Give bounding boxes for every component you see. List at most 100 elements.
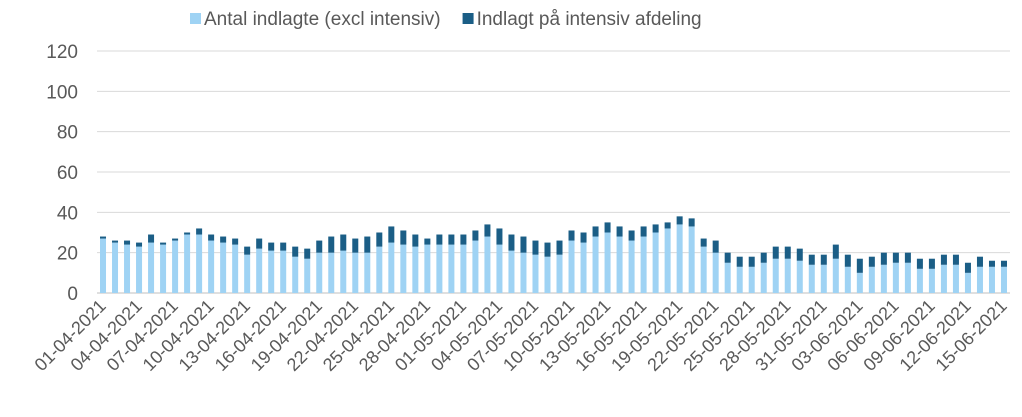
bar-segment xyxy=(772,258,779,293)
bar-segment xyxy=(484,236,491,293)
bar-segment xyxy=(784,246,791,259)
bar-segment xyxy=(700,238,707,247)
bar-segment xyxy=(784,258,791,293)
bar-segment xyxy=(256,238,263,249)
bar-segment xyxy=(940,264,947,293)
bar-segment xyxy=(364,252,371,293)
bar-segment xyxy=(736,266,743,293)
bar-segment xyxy=(208,234,215,241)
bar-segment xyxy=(436,244,443,293)
bar-segment xyxy=(196,228,203,235)
bar-segment xyxy=(820,254,827,265)
y-tick-label: 100 xyxy=(46,82,78,103)
bar-segment xyxy=(952,264,959,293)
bar-segment xyxy=(964,272,971,293)
y-tick-label: 80 xyxy=(57,123,78,144)
bar-segment xyxy=(340,234,347,251)
bar-segment xyxy=(520,236,527,253)
bar-segment xyxy=(304,258,311,293)
bar-segment xyxy=(592,236,599,293)
bar-segment xyxy=(868,266,875,293)
y-tick-label: 20 xyxy=(57,244,78,265)
bar-segment xyxy=(184,234,191,293)
bar-segment xyxy=(340,250,347,293)
bar-segment xyxy=(892,262,899,293)
bar-segment xyxy=(160,242,167,245)
bar-segment xyxy=(520,252,527,293)
bar-segment xyxy=(940,254,947,265)
legend-label: Indlagt på intensiv afdeling xyxy=(477,9,702,30)
bar-segment xyxy=(148,234,155,243)
bar-segment xyxy=(352,252,359,293)
bar-segment xyxy=(988,266,995,293)
bar-segment xyxy=(880,252,887,265)
bar-segment xyxy=(424,238,431,245)
bar-segment xyxy=(448,244,455,293)
bar-segment xyxy=(532,254,539,293)
bar-segment xyxy=(292,246,299,257)
bar-segment xyxy=(844,266,851,293)
bar-segment xyxy=(124,240,131,245)
bar-segment xyxy=(688,226,695,293)
bar-segment xyxy=(232,244,239,293)
bar-segment xyxy=(412,246,419,293)
bar-segment xyxy=(316,252,323,293)
bar-segment xyxy=(328,236,335,253)
bar-segment xyxy=(184,232,191,235)
legend-label: Antal indlagte (excl intensiv) xyxy=(204,9,441,30)
bar-segment xyxy=(712,240,719,253)
bar-segment xyxy=(724,252,731,263)
bar-segment xyxy=(424,244,431,293)
bar-segment xyxy=(388,226,395,243)
bar-segment xyxy=(532,240,539,255)
bar-segment xyxy=(688,218,695,227)
bar-segment xyxy=(136,246,143,293)
bar-segment xyxy=(832,258,839,293)
bar-segment xyxy=(664,228,671,293)
bar-segment xyxy=(508,250,515,293)
bar-segment xyxy=(628,230,635,241)
bar-segment xyxy=(808,254,815,265)
bar-segment xyxy=(844,254,851,267)
bar-segment xyxy=(124,244,131,293)
bar-segment xyxy=(856,272,863,293)
bar-segment xyxy=(916,268,923,293)
bar-segment xyxy=(904,262,911,293)
y-tick-label: 40 xyxy=(57,203,78,224)
bar-segment xyxy=(640,236,647,293)
bar-segment xyxy=(796,248,803,261)
bar-segment xyxy=(820,264,827,293)
bar-segment xyxy=(988,260,995,267)
bar-segment xyxy=(808,264,815,293)
bar-segment xyxy=(856,258,863,273)
bar-segment xyxy=(724,262,731,293)
bar-segment xyxy=(496,244,503,293)
bar-segment xyxy=(376,232,383,247)
bar-segment xyxy=(976,256,983,267)
bar-segment xyxy=(268,242,275,251)
bar-segment xyxy=(508,234,515,251)
bar-segment xyxy=(460,234,467,245)
bar-segment xyxy=(448,234,455,245)
bar-segment xyxy=(604,222,611,233)
bar-segment xyxy=(400,230,407,245)
bar-segment xyxy=(220,236,227,243)
bar-segment xyxy=(400,244,407,293)
bar-segment xyxy=(352,238,359,253)
bar-segment xyxy=(736,256,743,267)
bar-segment xyxy=(112,240,119,243)
y-tick-label: 0 xyxy=(67,284,78,305)
bar-segment xyxy=(148,242,155,293)
bar-segment xyxy=(544,242,551,257)
legend-swatch xyxy=(190,13,201,24)
bar-segment xyxy=(280,242,287,251)
bar-segment xyxy=(952,254,959,265)
bar-segment xyxy=(904,252,911,263)
bar-segment xyxy=(256,248,263,293)
bar-segment xyxy=(700,246,707,293)
bar-segment xyxy=(268,250,275,293)
bar-segment xyxy=(760,262,767,293)
bar-segment xyxy=(676,216,683,225)
bar-segment xyxy=(592,226,599,237)
